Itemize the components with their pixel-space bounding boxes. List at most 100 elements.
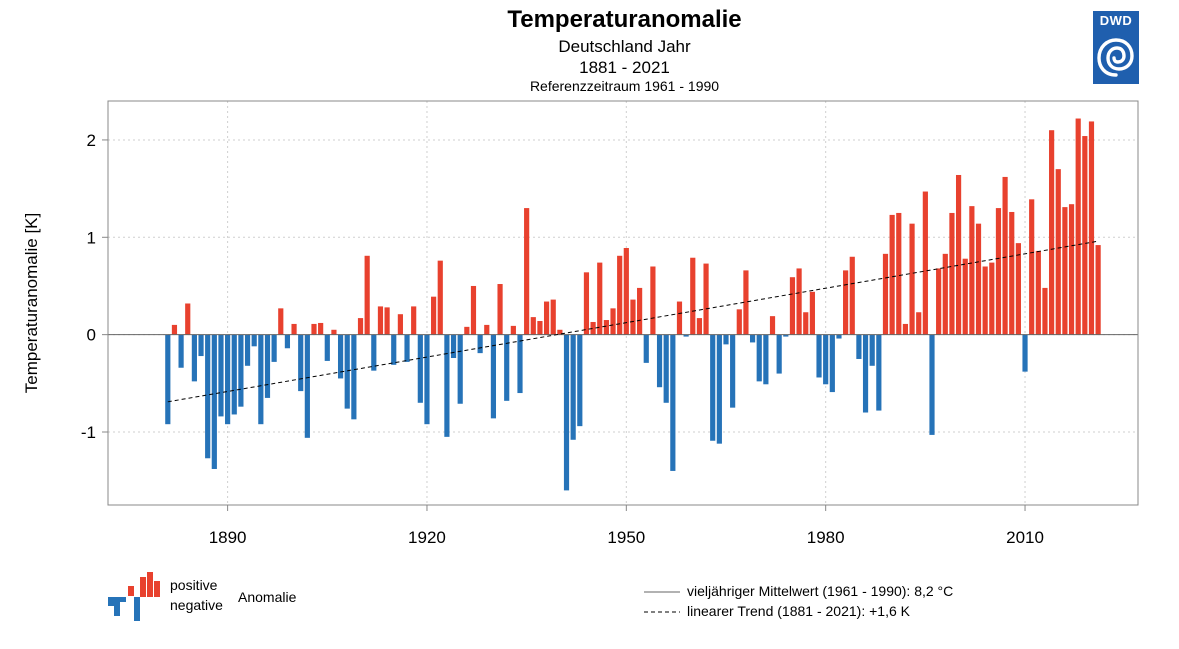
bar [989, 262, 995, 335]
bar [723, 334, 729, 345]
bar [284, 334, 291, 349]
bar [650, 266, 656, 335]
bar [1055, 169, 1061, 335]
legend-trend-label: linearer Trend (1881 - 2021): +1,6 K [687, 603, 910, 619]
bar [896, 212, 902, 335]
bar [497, 284, 503, 335]
bar [178, 334, 184, 368]
bar [783, 334, 789, 337]
bar [464, 326, 470, 335]
bar [922, 191, 928, 335]
bar [823, 334, 829, 385]
bar [298, 334, 304, 392]
bar [530, 317, 536, 335]
bar [191, 334, 197, 382]
bar [424, 334, 430, 425]
bar [1049, 130, 1055, 335]
bar [856, 334, 862, 359]
bar [637, 287, 643, 335]
x-tick-label: 1890 [209, 528, 247, 547]
bar [517, 334, 523, 394]
bar [683, 334, 689, 337]
bar [756, 334, 762, 382]
chart-reference-period: Referenzzeitraum 1961 - 1990 [529, 78, 720, 94]
bar [829, 334, 835, 393]
bar [1095, 245, 1101, 335]
bar [364, 255, 370, 335]
bar [231, 334, 237, 415]
bar [736, 309, 742, 335]
bar [384, 307, 390, 335]
dwd-logo: DWD [1093, 11, 1139, 84]
legend-positive-bar [140, 577, 146, 597]
bar [969, 206, 975, 335]
bar [962, 258, 968, 335]
bar [749, 334, 756, 343]
bar [703, 263, 709, 335]
bar [995, 208, 1002, 335]
bar [211, 334, 217, 469]
bar [716, 334, 722, 444]
x-tick-label: 2010 [1006, 528, 1044, 547]
bar [1082, 136, 1088, 335]
bar [869, 334, 875, 366]
bar [470, 285, 477, 335]
bar [337, 334, 344, 379]
bar [982, 266, 988, 335]
bar [351, 334, 357, 420]
bar [318, 322, 324, 335]
bar [397, 314, 403, 335]
bar [583, 272, 590, 335]
legend-positive-bar [147, 572, 153, 597]
bar [610, 308, 616, 335]
bar [490, 334, 497, 419]
bar [1029, 199, 1035, 335]
y-tick-label: 2 [87, 131, 96, 150]
bar [1022, 334, 1028, 372]
bar [457, 334, 463, 404]
x-tick-label: 1920 [408, 528, 446, 547]
bar [597, 262, 603, 335]
bar [271, 334, 277, 362]
y-tick-label: 1 [87, 228, 96, 247]
bar [537, 321, 543, 335]
bar [258, 334, 264, 425]
bar [251, 334, 257, 347]
bar [171, 324, 178, 335]
bar [417, 334, 423, 403]
bar [803, 312, 809, 335]
bar [437, 260, 443, 335]
bar [876, 334, 882, 411]
bar [377, 306, 384, 335]
legend-anomaly-label: Anomalie [238, 589, 297, 605]
bar [1002, 176, 1008, 335]
bar [809, 291, 815, 335]
bar [291, 323, 297, 335]
bar [862, 334, 869, 413]
bar [776, 334, 782, 374]
bar [324, 334, 330, 361]
legend-positive-bar [128, 586, 134, 596]
bar [730, 334, 736, 408]
bar [843, 270, 849, 335]
bar [975, 223, 982, 335]
bar [1075, 118, 1081, 335]
bar [1088, 121, 1095, 335]
bar [557, 329, 563, 335]
swirl-icon [1097, 38, 1134, 77]
bar [670, 334, 676, 471]
bar [550, 299, 556, 335]
chart-subtitle: Deutschland Jahr [558, 37, 691, 56]
bar [357, 318, 364, 335]
bar [789, 277, 796, 335]
bar [643, 334, 649, 363]
legend-negative-bar [120, 597, 126, 602]
bar [391, 334, 397, 365]
bar [577, 334, 583, 427]
x-tick-label: 1950 [607, 528, 645, 547]
bar [371, 334, 377, 371]
bar [1042, 287, 1048, 335]
legend-negative-label: negative [170, 597, 223, 613]
y-tick-label: -1 [81, 423, 96, 442]
bar [484, 324, 490, 335]
